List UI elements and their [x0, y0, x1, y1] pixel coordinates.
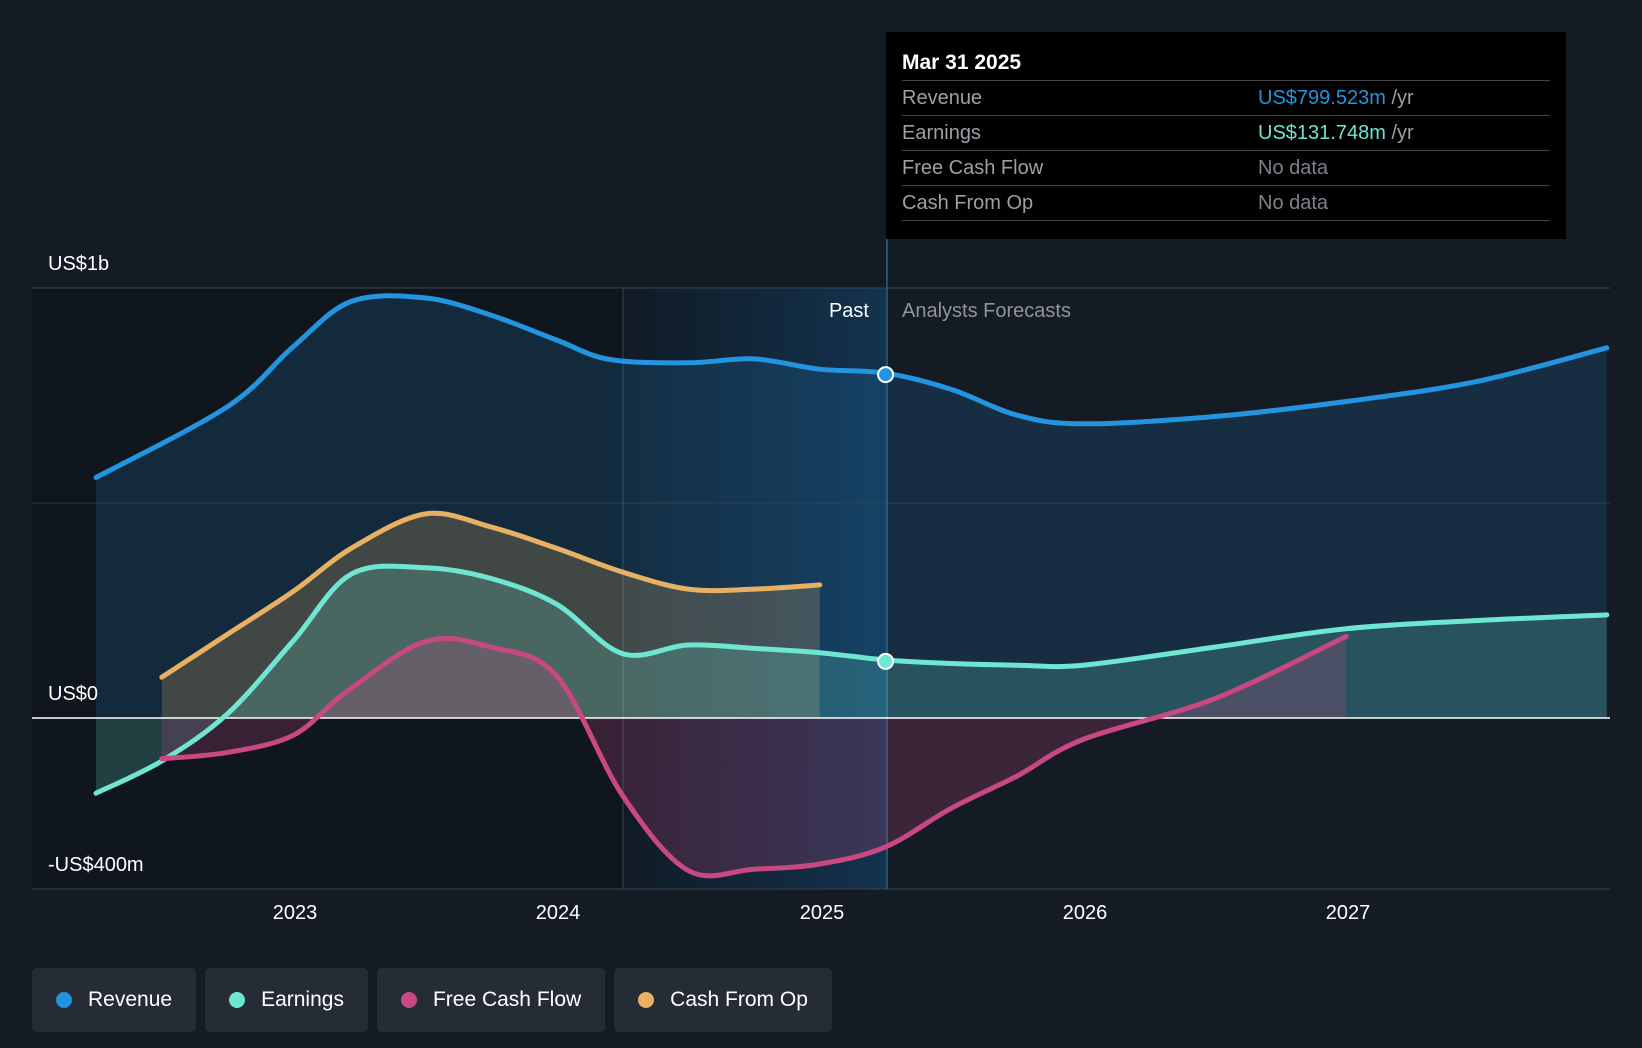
y-tick-0: US$0 [48, 683, 99, 705]
tooltip-row-free-cash-flow: Free Cash Flow No data [902, 151, 1550, 186]
legend-item-cash-from-op[interactable]: Cash From Op [614, 968, 832, 1032]
free-cash-flow-dot-icon [400, 992, 417, 1008]
x-tick-2024: 2024 [535, 902, 581, 924]
tooltip-row-name: Earnings [902, 122, 981, 144]
earnings-area [96, 566, 1607, 794]
x-tick-2027: 2027 [1325, 902, 1371, 924]
forecast-label: Analysts Forecasts [902, 300, 1071, 322]
tooltip-row-name: Free Cash Flow [902, 157, 1044, 179]
tooltip-row-unit: /yr [1391, 122, 1414, 144]
tooltip-row-earnings: Earnings US$131.748m /yr [902, 116, 1550, 151]
revenue-marker[interactable] [877, 366, 895, 384]
x-tick-2025: 2025 [799, 902, 845, 924]
cash-from-op-area [161, 513, 820, 718]
earnings-line [93, 563, 1610, 796]
legend-item-free-cash-flow[interactable]: Free Cash Flow [376, 968, 606, 1032]
free-cash-flow-line [159, 633, 1349, 879]
legend-label: Earnings [261, 988, 344, 1011]
y-tick-1b: US$1b [48, 253, 110, 275]
legend: Revenue Earnings Free Cash Flow Cash Fro… [32, 968, 832, 1032]
x-tick-2023: 2023 [272, 902, 318, 924]
cash-from-op-dot-icon [638, 992, 655, 1008]
tooltip-row-cash-from-op: Cash From Op No data [902, 186, 1550, 221]
revenue-area [96, 295, 1607, 718]
tooltip: Mar 31 2025 Revenue US$799.523m /yr Earn… [886, 32, 1566, 239]
cash-from-op-line [159, 510, 823, 680]
tooltip-date: Mar 31 2025 [902, 46, 1550, 81]
tooltip-row-unit: /yr [1391, 87, 1414, 109]
revenue-dot-icon [56, 992, 72, 1008]
legend-label: Revenue [88, 988, 173, 1011]
tooltip-row-name: Revenue [902, 87, 983, 109]
past-label: Past [828, 300, 869, 322]
x-tick-2026: 2026 [1062, 902, 1108, 924]
legend-item-revenue[interactable]: Revenue [32, 968, 197, 1032]
tooltip-row-name: Cash From Op [902, 192, 1034, 214]
tooltip-row-revenue: Revenue US$799.523m /yr [902, 81, 1550, 116]
legend-item-earnings[interactable]: Earnings [205, 968, 368, 1032]
y-tick-neg400m: -US$400m [48, 854, 144, 876]
tooltip-row-value: US$799.523m [1258, 87, 1386, 109]
tooltip-row-value: No data [1258, 192, 1329, 214]
legend-label: Free Cash Flow [432, 988, 582, 1011]
earnings-dot-icon [229, 992, 246, 1008]
revenue-line [93, 293, 1610, 480]
earnings-marker[interactable] [877, 652, 895, 670]
tooltip-row-value: US$131.748m [1258, 122, 1386, 144]
legend-label: Cash From Op [670, 988, 808, 1011]
tooltip-row-value: No data [1258, 157, 1329, 179]
free-cash-flow-area [161, 636, 1347, 876]
